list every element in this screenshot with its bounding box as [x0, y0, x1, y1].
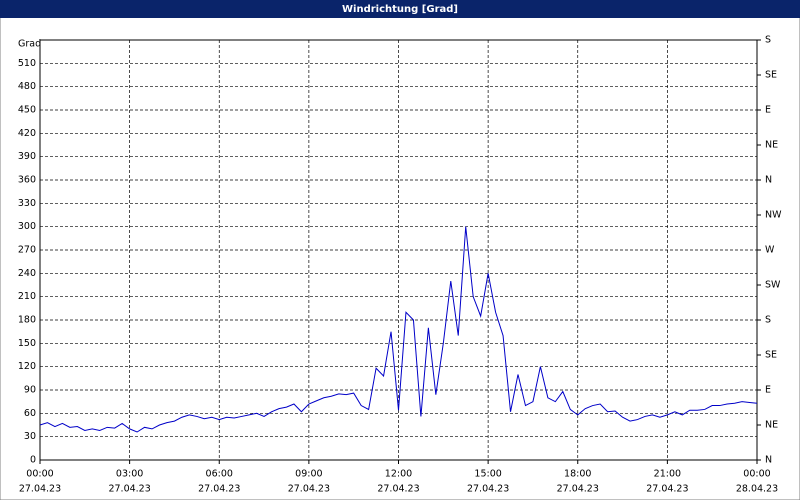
- y-tick-label: 210: [18, 291, 36, 302]
- y-tick-label: 330: [18, 198, 36, 209]
- y-tick-label: 90: [24, 385, 36, 396]
- x-tick-label: 12:00: [385, 469, 412, 480]
- y2-tick-label: S: [765, 35, 771, 46]
- y2-tick-label: N: [765, 175, 772, 186]
- x-tick-date: 27.04.23: [557, 484, 599, 495]
- y2-tick-label: S: [765, 315, 771, 326]
- y-tick-label: 60: [24, 408, 36, 419]
- y-tick-label: 180: [18, 315, 36, 326]
- data-line: [39, 226, 758, 433]
- x-tick-label: 03:00: [116, 469, 143, 480]
- y-tick-label: 390: [18, 151, 36, 162]
- x-tick-label: 15:00: [474, 469, 501, 480]
- y-tick-label: 510: [18, 58, 36, 69]
- x-tick-date: 27.04.23: [288, 484, 330, 495]
- x-tick-date: 27.04.23: [646, 484, 688, 495]
- y-tick-label: 240: [18, 268, 36, 279]
- y2-tick-label: NW: [765, 210, 782, 221]
- y-tick-label: 360: [18, 175, 36, 186]
- x-tick-date: 28.04.23: [736, 484, 778, 495]
- y-tick-label: 300: [18, 221, 36, 232]
- x-tick-date: 27.04.23: [377, 484, 419, 495]
- y-tick-label: 0: [30, 455, 36, 466]
- y-tick-label: 450: [18, 105, 36, 116]
- x-tick-label: 18:00: [564, 469, 591, 480]
- chart-title: Windrichtung [Grad]: [342, 4, 458, 15]
- x-tick-label: 09:00: [295, 469, 322, 480]
- x-tick-label: 21:00: [654, 469, 681, 480]
- x-tick-date: 27.04.23: [19, 484, 61, 495]
- x-tick-date: 27.04.23: [467, 484, 509, 495]
- y2-tick-label: SE: [765, 350, 777, 361]
- y-tick-label: 480: [18, 81, 36, 92]
- y-tick-label: 420: [18, 128, 36, 139]
- y-axis-label: Grad: [18, 39, 41, 50]
- y2-tick-label: SE: [765, 70, 777, 81]
- y2-tick-label: E: [765, 385, 771, 396]
- x-tick-date: 27.04.23: [198, 484, 240, 495]
- x-tick-label: 00:00: [743, 469, 770, 480]
- y-tick-label: 30: [24, 431, 36, 442]
- y-tick-label: 120: [18, 361, 36, 372]
- y-tick-label: 150: [18, 338, 36, 349]
- y2-tick-label: SW: [765, 280, 781, 291]
- x-tick-label: 00:00: [26, 469, 53, 480]
- y-tick-label: 270: [18, 245, 36, 256]
- y2-tick-label: N: [765, 455, 772, 466]
- plot-frame: [39, 39, 758, 461]
- x-tick-date: 27.04.23: [108, 484, 150, 495]
- y2-tick-label: NE: [765, 420, 778, 431]
- y2-tick-label: NE: [765, 140, 778, 151]
- y2-tick-label: E: [765, 105, 771, 116]
- x-tick-label: 06:00: [206, 469, 233, 480]
- y2-tick-label: W: [765, 245, 775, 256]
- title-bar: [0, 0, 800, 18]
